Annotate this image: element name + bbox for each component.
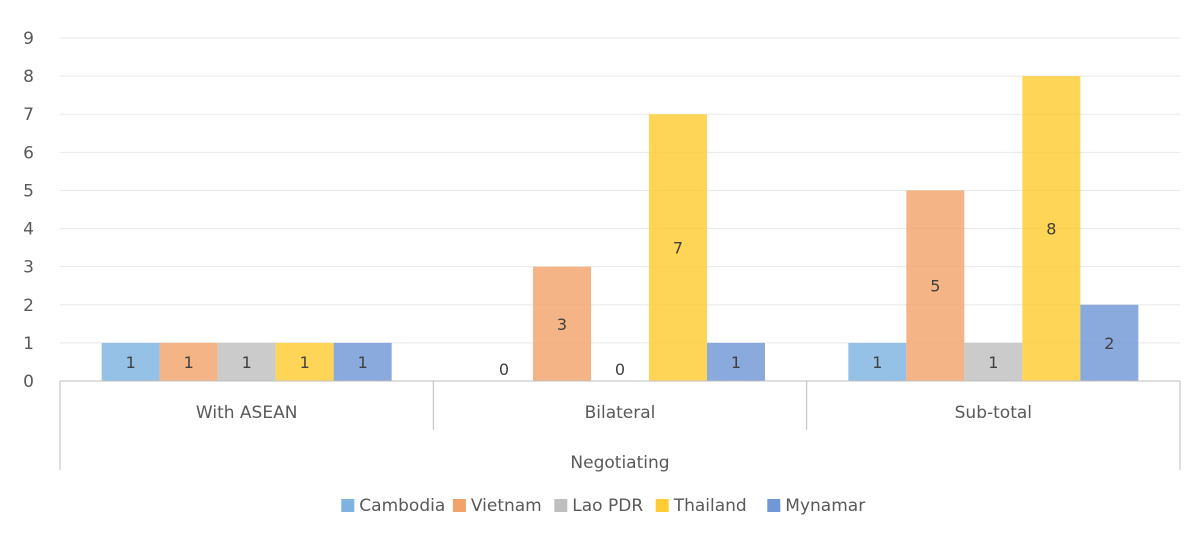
data-label-mynamar-with-asean: 1: [358, 353, 368, 372]
y-tick-label-3: 3: [23, 258, 34, 278]
legend-label-vietnam: Vietnam: [471, 496, 542, 516]
legend-swatch-mynamar: [767, 499, 780, 512]
y-tick-label-9: 9: [23, 29, 34, 49]
data-label-cambodia-sub-total: 1: [872, 353, 882, 372]
y-tick-label-4: 4: [23, 220, 34, 240]
y-tick-label-2: 2: [23, 296, 34, 316]
y-tick-label-6: 6: [23, 143, 34, 163]
legend-label-lao-pdr: Lao PDR: [572, 496, 643, 516]
data-label-lao-pdr-with-asean: 1: [242, 353, 252, 372]
data-label-mynamar-sub-total: 2: [1104, 334, 1114, 353]
data-label-vietnam-sub-total: 5: [930, 277, 940, 296]
y-tick-label-8: 8: [23, 67, 34, 87]
legend: Cambodia Vietnam Lao PDR Thailand Mynamar: [341, 496, 865, 516]
legend-swatch-vietnam: [453, 499, 466, 512]
data-label-cambodia-with-asean: 1: [126, 353, 136, 372]
data-label-cambodia-bilateral: 0: [499, 360, 509, 379]
x-group-label: Negotiating: [570, 453, 669, 473]
gridlines: [60, 38, 1180, 343]
y-tick-label-7: 7: [23, 105, 34, 125]
data-label-lao-pdr-bilateral: 0: [615, 360, 625, 379]
legend-swatch-thailand: [656, 499, 669, 512]
data-label-mynamar-bilateral: 1: [731, 353, 741, 372]
data-label-thailand-sub-total: 8: [1046, 220, 1056, 239]
x-category-label-with-asean: With ASEAN: [196, 403, 298, 423]
axes: 0 1 2 3 4 5 6 7 8 9 With ASEAN Bilateral Sub-total Ne…: [23, 29, 1180, 473]
data-label-vietnam-with-asean: 1: [184, 353, 194, 372]
legend-label-cambodia: Cambodia: [359, 496, 445, 516]
legend-label-thailand: Thailand: [673, 496, 747, 516]
data-label-vietnam-bilateral: 3: [557, 315, 567, 334]
x-category-label-bilateral: Bilateral: [585, 403, 656, 423]
data-label-thailand-with-asean: 1: [300, 353, 310, 372]
legend-label-mynamar: Mynamar: [785, 496, 865, 516]
legend-swatch-lao-pdr: [554, 499, 567, 512]
y-tick-label-1: 1: [23, 334, 34, 354]
x-category-label-sub-total: Sub-total: [955, 403, 1032, 423]
data-label-thailand-bilateral: 7: [673, 239, 683, 258]
y-tick-label-5: 5: [23, 181, 34, 201]
y-tick-label-0: 0: [23, 372, 34, 392]
legend-swatch-cambodia: [341, 499, 354, 512]
data-label-lao-pdr-sub-total: 1: [988, 353, 998, 372]
